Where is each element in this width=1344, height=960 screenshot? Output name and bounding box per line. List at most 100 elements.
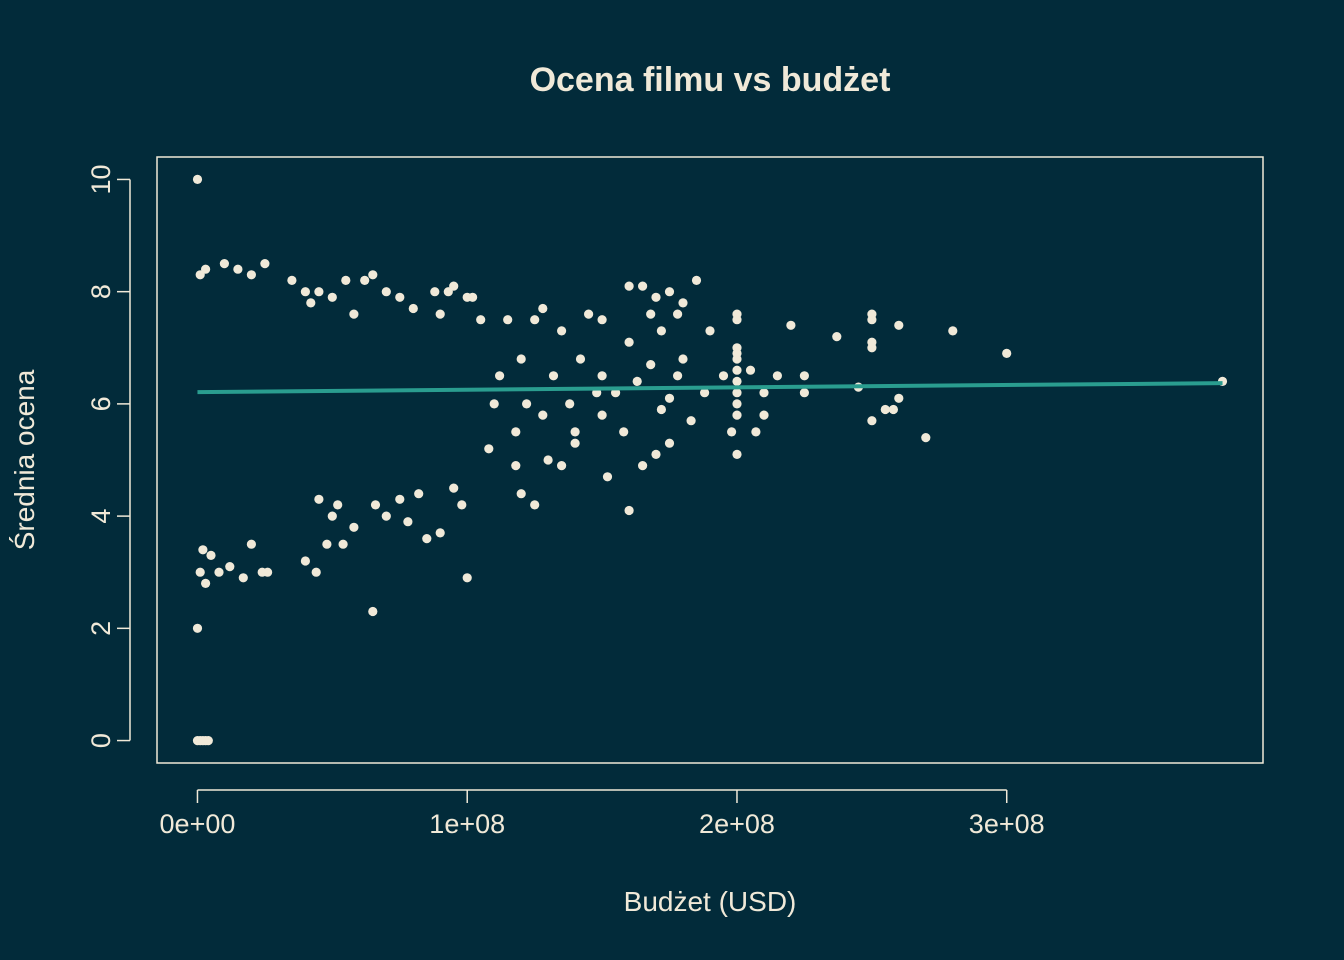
data-point	[673, 309, 683, 319]
data-point	[732, 410, 742, 420]
data-point	[584, 309, 594, 319]
data-point	[530, 315, 540, 325]
data-point	[632, 376, 642, 386]
data-point	[651, 292, 661, 302]
data-point	[327, 511, 337, 521]
data-point	[349, 309, 359, 319]
data-point	[368, 606, 378, 617]
data-point	[338, 539, 348, 549]
data-point	[1002, 348, 1012, 358]
data-point	[638, 461, 648, 471]
data-point	[718, 371, 729, 381]
data-point	[673, 371, 683, 381]
data-point	[948, 326, 958, 336]
data-point	[727, 427, 737, 437]
data-point	[678, 354, 688, 364]
data-point	[557, 326, 567, 336]
y-axis: 0 2 4 6 8 10	[86, 164, 131, 748]
data-point	[349, 522, 359, 532]
trend-line-group	[197, 381, 1223, 395]
data-point	[700, 388, 710, 398]
data-point	[597, 315, 607, 325]
data-point	[530, 500, 540, 510]
data-point	[300, 287, 310, 297]
data-point	[322, 539, 332, 549]
plot-frame	[156, 156, 1264, 764]
data-point	[732, 315, 742, 325]
data-point	[548, 371, 559, 381]
data-point	[867, 343, 877, 353]
data-point	[745, 365, 756, 375]
data-point	[678, 298, 688, 308]
data-point	[484, 444, 494, 454]
data-point	[602, 472, 613, 482]
data-point	[732, 376, 742, 386]
y-tick-label: 0	[86, 733, 116, 748]
data-point	[430, 287, 440, 297]
x-axis: 0e+00 1e+08 2e+08 3e+08	[160, 789, 1045, 839]
data-point	[575, 354, 586, 364]
data-point	[360, 275, 370, 285]
data-point	[263, 567, 273, 577]
data-point	[867, 315, 877, 325]
data-point	[686, 416, 696, 426]
data-point	[381, 511, 391, 521]
trend-line	[197, 381, 1223, 395]
data-point	[370, 500, 381, 510]
data-point	[457, 500, 467, 510]
data-point	[732, 365, 742, 375]
data-point	[192, 174, 203, 184]
data-point	[192, 623, 203, 633]
data-point	[664, 438, 675, 448]
data-point	[511, 461, 521, 471]
data-point	[624, 337, 634, 347]
data-point	[867, 416, 877, 426]
data-point	[522, 399, 532, 409]
data-point	[732, 354, 742, 364]
data-point	[888, 404, 899, 415]
data-point	[233, 264, 243, 274]
data-point	[414, 489, 424, 499]
data-point	[395, 494, 405, 504]
data-point	[333, 500, 343, 510]
data-point	[238, 573, 248, 583]
data-point	[786, 320, 796, 330]
data-point	[287, 275, 297, 285]
data-point	[408, 303, 418, 314]
data-point	[619, 427, 629, 437]
data-point	[203, 736, 213, 746]
data-point	[570, 438, 580, 448]
data-point	[772, 371, 783, 381]
data-point	[705, 326, 715, 336]
data-point	[195, 567, 205, 577]
data-point	[759, 388, 769, 398]
data-point	[732, 399, 742, 409]
data-point	[543, 455, 553, 465]
data-point	[435, 309, 445, 319]
data-point	[894, 393, 904, 403]
data-point	[638, 281, 648, 291]
data-point	[219, 259, 229, 269]
data-point	[246, 539, 256, 549]
data-point	[516, 489, 526, 499]
data-point	[403, 517, 413, 527]
data-point	[751, 427, 761, 437]
data-point	[435, 528, 445, 538]
data-point	[503, 315, 513, 325]
data-point	[260, 259, 270, 269]
data-point	[624, 505, 634, 516]
data-point	[799, 371, 810, 381]
data-point	[214, 567, 224, 577]
data-point	[422, 534, 432, 544]
data-point	[511, 427, 521, 437]
data-point	[691, 275, 702, 285]
data-point	[495, 371, 505, 381]
x-tick-label: 3e+08	[969, 809, 1045, 839]
data-point	[597, 371, 607, 381]
data-point	[570, 427, 580, 437]
data-point	[449, 281, 459, 291]
data-point	[656, 404, 667, 415]
data-point	[516, 354, 526, 364]
x-tick-label: 1e+08	[429, 809, 505, 839]
